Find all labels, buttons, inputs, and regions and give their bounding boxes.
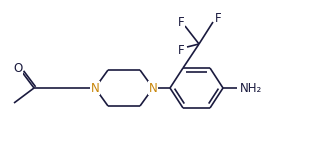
Text: NH₂: NH₂ xyxy=(240,81,262,94)
Text: F: F xyxy=(215,12,221,26)
Text: O: O xyxy=(13,63,23,75)
Text: F: F xyxy=(178,15,184,28)
Text: N: N xyxy=(149,81,157,94)
Text: F: F xyxy=(178,44,184,57)
Text: N: N xyxy=(91,81,99,94)
